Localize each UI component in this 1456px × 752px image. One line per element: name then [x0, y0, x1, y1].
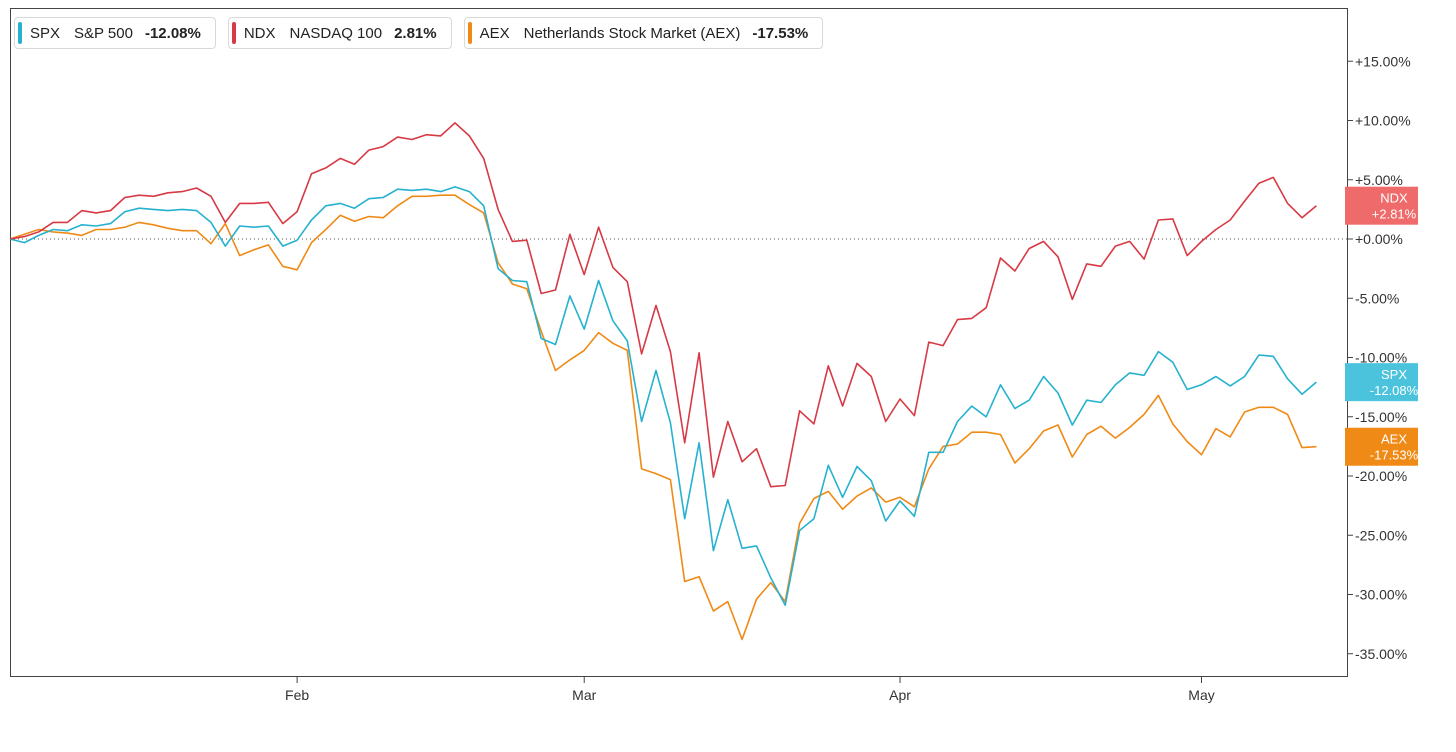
last-value-tag-ndx: NDX+2.81%	[1345, 186, 1418, 225]
x-tick-label: May	[1188, 687, 1214, 703]
legend-item-aex[interactable]: AEX Netherlands Stock Market (AEX) -17.5…	[463, 17, 824, 49]
x-axis: Feb Mar Apr May	[285, 676, 1215, 703]
legend-swatch-spx	[18, 22, 22, 44]
y-tick-label: -5.00%	[1355, 290, 1399, 306]
legend-item-ndx[interactable]: NDX NASDAQ 100 2.81%	[227, 17, 452, 49]
last-value-tag-bg	[1345, 186, 1418, 225]
y-tick-label: +15.00%	[1355, 53, 1411, 69]
legend-name-spx: S&P 500	[74, 24, 133, 42]
legend-value-aex: -17.53%	[752, 24, 809, 42]
y-tick-label: +10.00%	[1355, 113, 1411, 129]
last-value-tag-aex: AEX-17.53%	[1345, 427, 1419, 466]
last-value-tag-value: -12.08%	[1370, 383, 1419, 398]
legend-value-ndx: 2.81%	[394, 24, 437, 42]
legend-swatch-aex	[467, 22, 472, 44]
y-axis: +15.00% +10.00% +5.00% +0.00% -5.00% -10.00% -…	[1347, 53, 1411, 662]
legend-symbol-ndx: NDX	[243, 24, 276, 42]
y-tick-label: -10.00%	[1355, 350, 1407, 366]
plot-frame	[10, 8, 1348, 677]
x-tick-label: Mar	[572, 687, 596, 703]
legend-name-aex: Netherlands Stock Market (AEX)	[523, 24, 741, 42]
y-tick-label: -20.00%	[1355, 468, 1407, 484]
last-value-tag-symbol: AEX	[1381, 432, 1407, 447]
last-value-tag-symbol: NDX	[1380, 191, 1408, 206]
y-tick-label: +0.00%	[1355, 231, 1403, 247]
legend-name-ndx: NASDAQ 100	[289, 24, 383, 42]
last-value-tags: SPX-12.08% NDX+2.81% AEX-17.53%	[1345, 186, 1419, 466]
legend-swatch-ndx	[231, 22, 236, 44]
y-tick-label: -15.00%	[1355, 409, 1407, 425]
last-value-tag-value: +2.81%	[1372, 207, 1417, 222]
y-tick-label: +5.00%	[1355, 172, 1403, 188]
series-line-spx	[9, 186, 1317, 607]
series-line-aex	[9, 194, 1317, 641]
series-line-ndx	[9, 122, 1317, 488]
legend-symbol-aex: AEX	[479, 24, 510, 42]
x-tick-label: Apr	[889, 687, 911, 703]
legend-symbol-spx: SPX	[30, 24, 61, 42]
last-value-tag-value: -17.53%	[1370, 448, 1419, 463]
legend-item-spx[interactable]: SPX S&P 500 -12.08%	[14, 17, 216, 49]
last-value-tag-bg	[1345, 363, 1418, 402]
last-value-tag-symbol: SPX	[1381, 367, 1407, 382]
legend-value-spx: -12.08%	[144, 24, 201, 42]
x-tick-label: Feb	[285, 687, 309, 703]
last-value-tag-spx: SPX-12.08%	[1345, 363, 1419, 402]
y-tick-label: -35.00%	[1355, 646, 1407, 662]
chart-legend: SPX S&P 500 -12.08% NDX NASDAQ 100 2.81%…	[14, 17, 824, 49]
last-value-tag-bg	[1345, 427, 1418, 466]
y-tick-label: -25.00%	[1355, 527, 1407, 543]
series-layer	[9, 122, 1317, 641]
y-tick-label: -30.00%	[1355, 587, 1407, 603]
